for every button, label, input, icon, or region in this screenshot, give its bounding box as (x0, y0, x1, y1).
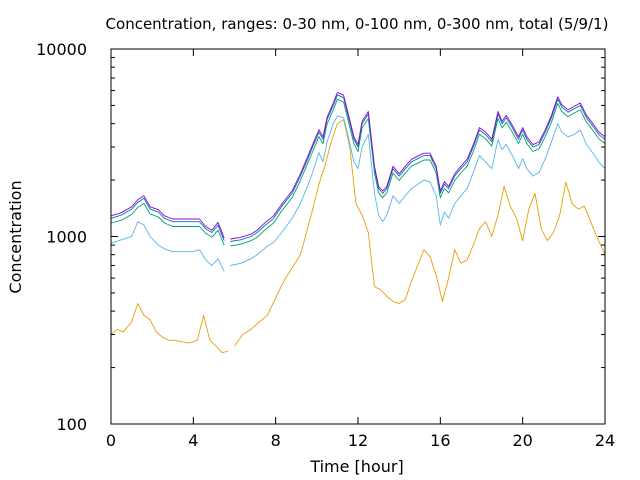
series-line-2 (110, 119, 606, 354)
x-tick-label: 4 (188, 431, 198, 450)
x-tick-label: 20 (512, 431, 532, 450)
x-tick-label: 8 (271, 431, 281, 450)
x-tick-label: 12 (348, 431, 368, 450)
y-axis-label: Concentration (6, 180, 25, 293)
series-line-5 (110, 91, 606, 240)
ticks-group: 0 4 8 12 16 20 24 100 1000 10000 (36, 40, 615, 450)
x-tick-label: 24 (595, 431, 615, 450)
x-tick-label: 16 (430, 431, 450, 450)
y-tick-label: 10000 (36, 40, 87, 59)
x-tick-label: 0 (106, 431, 116, 450)
x-axis-label: Time [hour] (309, 457, 403, 476)
y-tick-label: 100 (56, 415, 87, 434)
series-line-1 (110, 94, 606, 242)
chart-title: Concentration, ranges: 0-30 nm, 0-100 nm… (106, 15, 609, 33)
series-line-4 (110, 98, 606, 247)
y-tick-label: 1000 (46, 228, 87, 247)
series-line-3 (110, 115, 606, 272)
series-group (110, 91, 606, 354)
